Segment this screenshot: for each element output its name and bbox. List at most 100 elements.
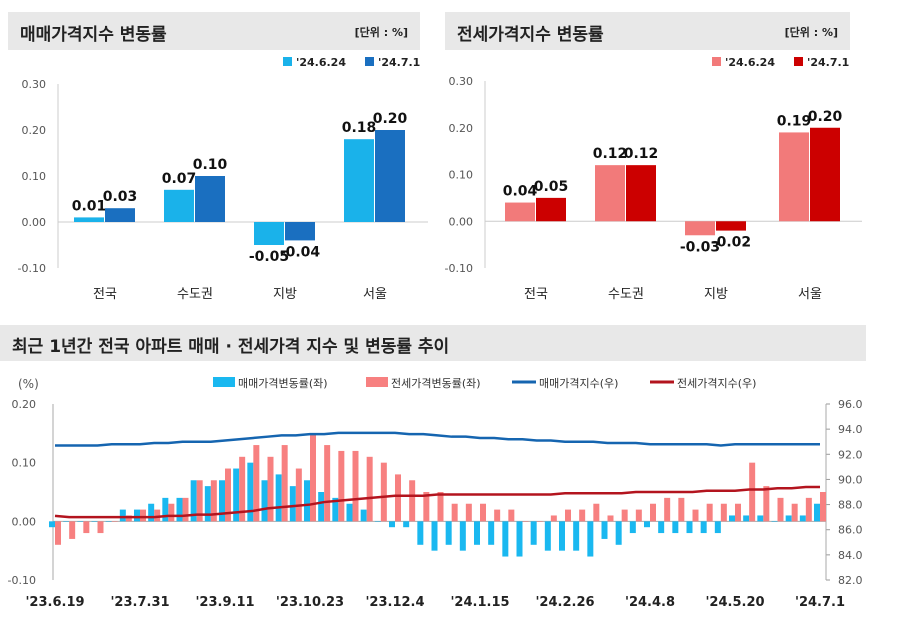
bar	[474, 521, 480, 545]
bar	[799, 515, 806, 522]
category-label: 지방	[704, 287, 728, 302]
legend-label: 전세가격지수(우)	[677, 377, 756, 390]
bar	[119, 509, 126, 522]
x-tick-label: '24.1.15	[450, 595, 509, 610]
x-tick-label: '24.7.1	[795, 595, 845, 610]
y-tick-label: -0.10	[445, 262, 473, 275]
bar	[49, 521, 55, 528]
category-label: 서울	[363, 287, 387, 302]
legend-swatch	[283, 57, 292, 66]
bar	[69, 521, 76, 539]
bar	[544, 521, 551, 551]
bar	[225, 468, 231, 522]
bar	[254, 222, 284, 245]
bar	[83, 521, 90, 534]
bar	[74, 217, 104, 222]
bar	[522, 521, 529, 522]
bar	[134, 509, 140, 522]
category-label: 지방	[273, 287, 297, 302]
bar	[261, 480, 268, 522]
bar	[779, 132, 809, 222]
bar	[593, 503, 600, 522]
bar	[196, 480, 203, 522]
bar	[559, 521, 565, 551]
x-tick-label: '24.5.20	[705, 595, 764, 610]
data-label: 0.10	[193, 157, 228, 173]
bar	[595, 165, 625, 222]
bar	[771, 521, 778, 522]
bar	[678, 497, 685, 522]
data-label: 0.12	[624, 146, 659, 162]
data-label: -0.02	[711, 235, 751, 251]
bar	[164, 189, 194, 222]
y-tick-label: 0.10	[12, 457, 37, 470]
bar	[658, 521, 665, 534]
bar	[692, 509, 699, 522]
data-label: 0.04	[503, 184, 538, 200]
series-line	[54, 485, 820, 519]
bar	[374, 521, 381, 522]
bar	[275, 474, 282, 522]
bar	[332, 497, 339, 522]
bar	[204, 486, 211, 522]
bar	[148, 503, 155, 522]
y2-tick-label: 90.0	[838, 473, 863, 486]
bar	[565, 509, 571, 522]
y-tick-label: 0.10	[22, 170, 47, 183]
bar	[289, 486, 296, 522]
bar	[626, 165, 656, 222]
bar	[720, 503, 727, 522]
bar	[310, 433, 316, 522]
y2-tick-label: 96.0	[838, 398, 863, 411]
y-tick-label: 0.00	[22, 216, 47, 229]
bar	[451, 503, 458, 522]
bar	[162, 497, 169, 522]
bar	[607, 515, 614, 522]
bar	[267, 456, 274, 522]
y2-tick-label: 92.0	[838, 448, 863, 461]
legend-label: '24.7.1	[378, 56, 420, 69]
bar	[295, 468, 302, 522]
legend-label: 전세가격변동률(좌)	[391, 377, 481, 390]
bar	[714, 521, 721, 534]
panel-title-bar-sale: 매매가격지수 변동률 [단위 : %]	[8, 12, 420, 50]
bar	[536, 521, 543, 522]
bar	[360, 509, 367, 522]
bar	[508, 509, 515, 522]
bar	[757, 515, 764, 522]
bar	[805, 497, 812, 522]
y2-tick-label: 82.0	[838, 574, 863, 587]
category-label: 수도권	[608, 287, 644, 302]
x-tick-label: '24.4.8	[625, 595, 675, 610]
y-tick-label: 0.30	[449, 75, 474, 88]
bar	[247, 462, 254, 522]
legend-label: '24.6.24	[296, 56, 346, 69]
bar	[494, 509, 501, 522]
bar	[105, 208, 135, 222]
bar	[182, 497, 189, 522]
bar	[686, 521, 693, 534]
legend-label: '24.7.1	[807, 56, 849, 69]
x-tick-label: '23.7.31	[110, 595, 169, 610]
bar	[111, 521, 118, 522]
bar	[338, 450, 345, 522]
bar	[233, 468, 240, 522]
data-label: 0.03	[103, 189, 138, 205]
series-line	[55, 431, 820, 447]
bar	[445, 521, 452, 545]
bar	[417, 521, 424, 545]
bar	[195, 176, 225, 222]
legend-label: '24.6.24	[725, 56, 775, 69]
bar	[635, 509, 642, 522]
bar	[55, 521, 61, 545]
bar	[409, 480, 416, 522]
bar	[97, 521, 104, 534]
x-tick-label: '23.6.19	[25, 595, 84, 610]
data-label: 0.18	[342, 120, 377, 136]
legend-label: 매매가격지수(우)	[539, 377, 618, 390]
panel-title-bar-jeonse: 전세가격지수 변동률 [단위 : %]	[445, 12, 850, 50]
data-label: 0.20	[373, 111, 408, 127]
bar	[785, 515, 792, 522]
bar	[716, 221, 746, 231]
bar	[505, 202, 535, 222]
